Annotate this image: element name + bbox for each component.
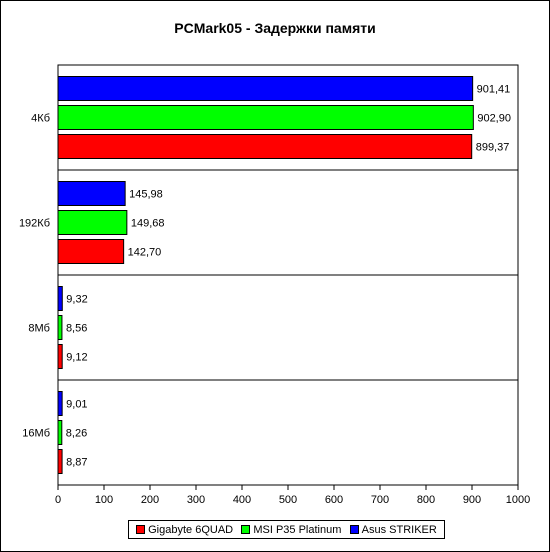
chart-title: PCMark05 - Задержки памяти — [174, 20, 376, 36]
category-label: 4Кб — [31, 113, 50, 125]
data-label: 8,87 — [66, 457, 87, 469]
legend-swatch-gigabyte — [136, 525, 146, 534]
bar — [57, 134, 473, 159]
legend-label-asus: Asus STRIKER — [361, 523, 437, 536]
bar — [57, 420, 63, 445]
bar — [57, 76, 474, 101]
data-label: 9,12 — [66, 352, 87, 364]
data-label: 902,90 — [477, 113, 511, 125]
data-label: 9,01 — [66, 399, 87, 411]
x-tick-label: 100 — [95, 494, 113, 506]
bar — [57, 105, 474, 130]
bar — [57, 344, 63, 369]
data-label: 145,98 — [129, 189, 163, 201]
bar — [57, 239, 125, 264]
legend-swatch-msi — [241, 525, 251, 534]
bar — [57, 210, 128, 235]
data-label: 8,56 — [66, 323, 87, 335]
legend-item-gigabyte: Gigabyte 6QUAD — [136, 524, 233, 536]
bar — [57, 315, 63, 340]
x-tick-label: 200 — [141, 494, 159, 506]
x-tick-label: 500 — [279, 494, 297, 506]
legend-label-msi: MSI P35 Platinum — [253, 523, 342, 536]
data-label: 899,37 — [476, 142, 510, 154]
bar — [57, 286, 63, 311]
x-tick-label: 800 — [417, 494, 435, 506]
x-tick-label: 1000 — [506, 494, 530, 506]
bar — [57, 391, 63, 416]
x-tick-label: 400 — [233, 494, 251, 506]
data-label: 8,26 — [66, 428, 87, 440]
legend-item-asus: Asus STRIKER — [349, 523, 437, 536]
category-label: 192Кб — [19, 218, 50, 230]
legend: Gigabyte 6QUAD MSI P35 Platinum Asus STR… — [128, 520, 445, 539]
x-tick-label: 300 — [187, 494, 205, 506]
x-tick-label: 600 — [325, 494, 343, 506]
data-label: 142,70 — [128, 247, 162, 259]
data-label: 901,41 — [477, 84, 511, 96]
category-label: 8Мб — [28, 323, 50, 335]
data-label: 149,68 — [131, 218, 165, 230]
x-tick-label: 0 — [55, 494, 61, 506]
legend-item-msi: MSI P35 Platinum — [241, 524, 341, 536]
legend-label-gigabyte: Gigabyte 6QUAD — [148, 523, 234, 536]
bar — [57, 449, 63, 474]
data-label: 9,32 — [66, 294, 87, 306]
x-tick-label: 900 — [463, 494, 481, 506]
x-tick-label: 700 — [371, 494, 389, 506]
bar — [57, 181, 126, 206]
legend-swatch-asus — [349, 525, 359, 534]
category-label: 16Мб — [22, 428, 50, 440]
